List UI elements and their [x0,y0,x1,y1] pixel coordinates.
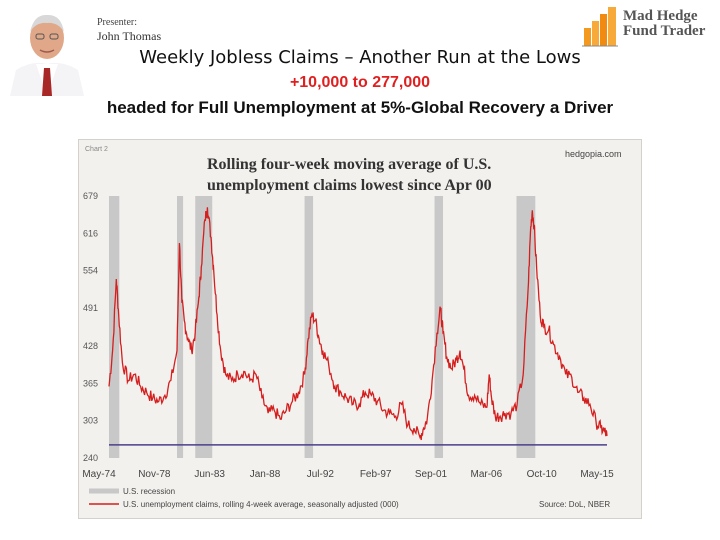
chart-source-site: hedgopia.com [565,149,622,159]
legend-recession-label: U.S. recession [123,487,175,496]
chart-title-line1: Rolling four-week moving average of U.S. [207,156,491,173]
y-tick-label-4: 428 [83,341,98,351]
logo-line2: Fund Trader [623,23,706,39]
x-tick-label-4: Jul-92 [307,469,335,480]
y-tick-label-0: 679 [83,191,98,201]
logo-wordmark: Mad Hedge Fund Trader [623,9,705,39]
slide-title: Weekly Jobless Claims – Another Run at t… [139,47,581,68]
y-tick-label-5: 365 [83,378,98,388]
recession-band-3 [304,196,314,458]
legend-claims-label: U.S. unemployment claims, rolling 4-week… [123,500,399,509]
recession-band-1 [177,196,184,458]
y-tick-label-6: 303 [83,415,98,425]
presenter-label: Presenter: [97,17,137,28]
x-tick-label-0: May-74 [82,469,116,480]
y-tick-label-2: 554 [83,266,98,276]
presenter-photo [6,4,88,96]
x-tick-label-8: Oct-10 [527,469,557,480]
y-tick-label-7: 240 [83,453,98,463]
x-tick-label-6: Sep-01 [415,469,448,480]
y-tick-label-1: 616 [83,229,98,239]
x-tick-label-2: Jun-83 [194,469,225,480]
chart-title-line2: unemployment claims lowest since Apr 00 [207,177,492,194]
presenter-name: John Thomas [97,29,162,43]
chart-panel: Chart 2 Rolling four-week moving average… [78,139,642,519]
presenter-block: Presenter: John Thomas [0,0,180,96]
jobless-claims-chart: Chart 2 Rolling four-week moving average… [82,146,622,509]
x-tick-label-1: Nov-78 [138,469,171,480]
claims-series-line [108,207,608,441]
x-tick-label-7: Mar-06 [470,469,502,480]
y-tick-label-3: 491 [83,303,98,313]
slide-caption: headed for Full Unemployment at 5%-Globa… [106,98,614,117]
logo-line1: Mad Hedge [623,8,698,24]
x-tick-label-9: May-15 [580,469,614,480]
mad-hedge-logo-mark [582,7,618,47]
chart-corner-label: Chart 2 [85,146,108,153]
chart-source: Source: DoL, NBER [539,500,610,509]
slide-subtitle: +10,000 to 277,000 [289,74,431,91]
x-tick-label-3: Jan-88 [250,469,281,480]
x-tick-label-5: Feb-97 [360,469,392,480]
recession-band-2 [195,196,213,458]
